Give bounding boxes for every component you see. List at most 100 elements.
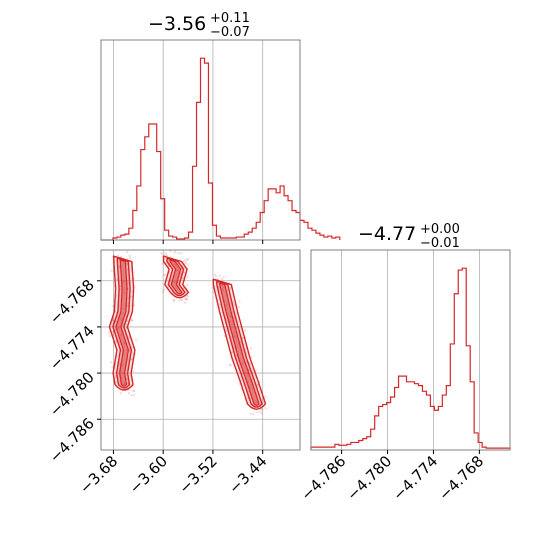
sample-point	[130, 295, 133, 298]
sample-point	[115, 278, 119, 281]
histogram-param1-panel	[100, 39, 341, 244]
y-tick-label: −4.774	[46, 322, 98, 374]
sample-point	[164, 252, 167, 255]
sample-point	[222, 276, 225, 279]
sample-point	[163, 274, 166, 277]
x-tick-label: −3.44	[225, 452, 270, 497]
sample-point	[163, 288, 166, 291]
sample-point	[241, 336, 244, 340]
sample-point	[115, 381, 118, 384]
sample-point	[214, 275, 217, 278]
sample-point	[264, 407, 267, 410]
sample-point	[183, 262, 187, 265]
sample-point	[123, 280, 127, 283]
sample-point	[127, 296, 130, 299]
sample-point	[181, 299, 184, 302]
sample-point	[129, 256, 132, 259]
sample-point	[256, 411, 259, 414]
sample-point	[260, 412, 263, 415]
sample-point	[183, 296, 187, 299]
sample-point	[242, 362, 245, 365]
x-tick-label: −4.780	[343, 452, 395, 504]
sample-point	[121, 280, 124, 283]
sample-point	[126, 250, 129, 253]
sample-point	[117, 266, 121, 269]
param2-median: −4.77	[358, 223, 416, 245]
sample-point	[126, 319, 129, 322]
sample-point	[172, 299, 175, 302]
sample-point	[175, 269, 178, 272]
param2-lower-error: −0.01	[420, 236, 460, 251]
sample-point	[173, 281, 176, 284]
sample-point	[128, 254, 131, 257]
density-contour-inner	[219, 282, 260, 406]
sample-point	[256, 383, 259, 386]
sample-point	[178, 299, 181, 302]
sample-point	[258, 380, 261, 383]
x-tick-labels-param2: −4.786 −4.780 −4.774 −4.768	[297, 452, 487, 504]
sample-point	[122, 371, 125, 374]
density-contour-inner	[169, 259, 183, 295]
sample-point	[249, 397, 252, 400]
sample-point	[173, 251, 176, 254]
sample-point	[229, 286, 232, 289]
sample-point	[161, 290, 164, 294]
sample-point	[127, 358, 130, 361]
x-tick-labels-param1: −3.68 −3.60 −3.52 −3.44	[76, 452, 270, 497]
sample-point	[126, 304, 129, 307]
sample-point	[184, 301, 187, 304]
sample-point	[120, 317, 123, 320]
sample-point	[250, 356, 253, 359]
sample-point	[250, 384, 253, 387]
sample-point	[255, 369, 258, 372]
sample-point	[175, 265, 179, 268]
sample-point	[128, 336, 131, 339]
density-contour-inner	[115, 259, 129, 387]
sample-point	[186, 298, 189, 301]
sample-point	[160, 252, 163, 255]
sample-point	[164, 273, 167, 276]
sample-point	[133, 304, 136, 307]
sample-point	[229, 320, 232, 323]
sample-point	[186, 295, 189, 298]
sample-point	[179, 252, 182, 255]
sample-point	[123, 382, 126, 385]
param1-title: −3.56 +0.11 −0.07	[148, 11, 250, 40]
sample-point	[131, 370, 135, 373]
sample-point	[259, 410, 262, 413]
sample-point	[120, 334, 123, 337]
sample-point	[229, 364, 232, 367]
sample-point	[108, 335, 111, 338]
sample-point	[130, 358, 133, 361]
sample-point	[176, 269, 179, 272]
x-tick-label: −4.768	[435, 452, 487, 504]
density-contour-mid	[166, 257, 186, 297]
sample-point	[111, 330, 114, 333]
axes-frame	[310, 249, 511, 451]
sample-point	[252, 413, 255, 416]
sample-point	[130, 394, 133, 397]
sample-point	[183, 271, 186, 274]
x-tick-label: −3.52	[176, 452, 221, 497]
sample-point	[161, 262, 164, 266]
sample-point	[110, 269, 113, 272]
sample-point	[133, 394, 136, 397]
param1-upper-error: +0.11	[210, 11, 250, 26]
sample-point	[172, 299, 175, 302]
sample-point	[127, 392, 131, 395]
sample-point	[121, 312, 124, 315]
axes-frame	[100, 39, 301, 241]
sample-point	[238, 300, 241, 303]
sample-point	[232, 332, 235, 335]
2d-density-panel	[97, 249, 301, 454]
sample-point	[185, 258, 189, 261]
histogram-step-line	[310, 267, 511, 450]
x-tick-label: −3.68	[76, 452, 121, 497]
x-tick-label: −3.60	[126, 452, 171, 497]
sample-point	[233, 334, 236, 337]
sample-point	[187, 258, 190, 261]
sample-point	[235, 336, 238, 339]
sample-point	[117, 254, 120, 257]
param2-upper-error: +0.00	[420, 222, 460, 237]
